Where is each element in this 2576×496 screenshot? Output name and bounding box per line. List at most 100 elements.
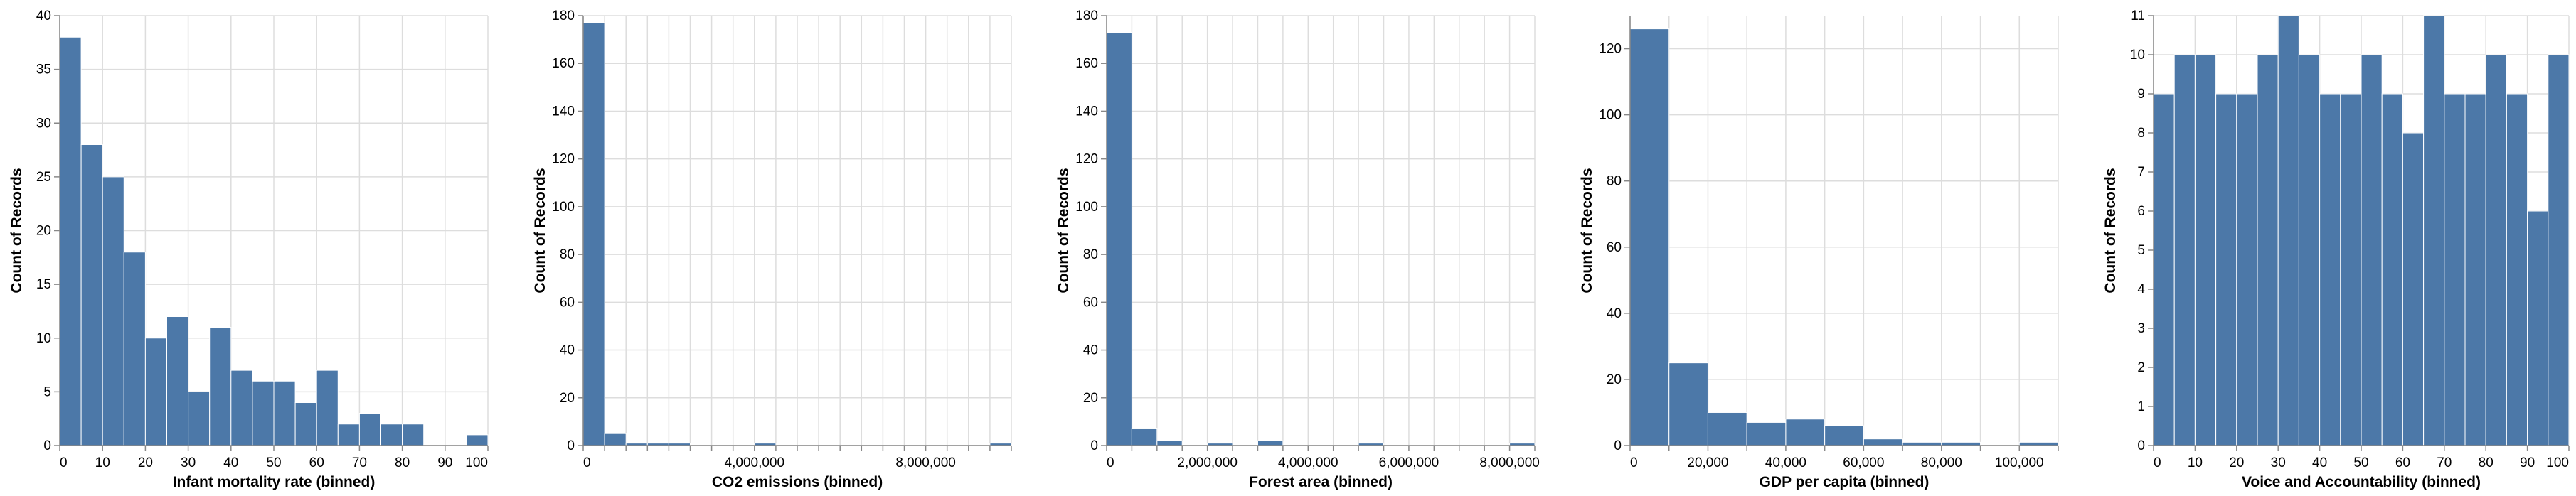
- y-axis-title: Count of Records: [2102, 168, 2119, 293]
- x-tick-label: 40: [2312, 455, 2327, 470]
- x-axis-title: CO2 emissions (binned): [712, 474, 883, 490]
- x-tick-label: 70: [352, 455, 367, 470]
- y-tick-label: 10: [36, 331, 51, 346]
- histogram-bar: [102, 176, 124, 446]
- histogram-bar: [1668, 362, 1708, 446]
- y-tick-label: 140: [1075, 104, 1098, 119]
- x-tick-label: 10: [95, 455, 110, 470]
- x-tick-label: 50: [2353, 455, 2368, 470]
- histogram-bar: [273, 380, 296, 446]
- y-tick-label: 4: [2137, 282, 2145, 297]
- y-tick-label: 6: [2137, 204, 2145, 219]
- x-tick-label: 90: [437, 455, 452, 470]
- histogram-bar: [358, 413, 381, 446]
- histogram-bar: [2548, 54, 2570, 446]
- x-tick-label: 0: [1630, 455, 1638, 470]
- histogram-bar: [1863, 438, 1903, 446]
- histogram-bar: [1785, 419, 1826, 446]
- x-tick-label: 60: [2395, 455, 2410, 470]
- y-tick-label: 8: [2137, 126, 2145, 141]
- histogram-chart: 0 1 2 3 4 5 6 7 8 9 10 11 0 10 20 30 40 50 60 70 80 90 100 Voic…: [2102, 9, 2570, 490]
- y-tick-label: 0: [567, 438, 575, 453]
- histogram-bar: [1746, 421, 1787, 446]
- histogram-chart: 0 20 40 60 80 100 120 140 160 180 0 2,000,000 4,000,…: [1055, 9, 1540, 490]
- histogram-bar: [1131, 428, 1158, 446]
- histogram-bar: [2236, 93, 2258, 446]
- x-tick-label: 20: [138, 455, 153, 470]
- x-tick-label: 100: [2546, 455, 2569, 470]
- y-tick-label: 5: [43, 384, 51, 399]
- histogram-bar: [2194, 54, 2217, 446]
- histogram-chart: 0 20 40 60 80 100 120 0 20,000 40,000 60,000 80,000…: [1579, 16, 2059, 490]
- y-tick-label: 30: [36, 116, 51, 131]
- x-tick-label: 30: [2271, 455, 2286, 470]
- histogram-bar: [1106, 32, 1132, 446]
- x-tick-label: 4,000,000: [725, 455, 785, 470]
- histogram-bar: [2444, 93, 2466, 446]
- y-tick-label: 15: [36, 277, 51, 292]
- histogram-chart: 0 20 40 60 80 100 120 140 160 180 0 4,000,000 8,000,…: [532, 9, 1012, 490]
- histogram-bar: [2402, 132, 2425, 446]
- x-tick-label: 80: [2479, 455, 2493, 470]
- histogram-bar: [2381, 93, 2403, 446]
- histogram-bar: [337, 424, 360, 446]
- y-tick-label: 80: [560, 247, 575, 262]
- y-tick-label: 0: [43, 438, 51, 453]
- histogram-bar: [1156, 440, 1183, 446]
- y-tick-label: 100: [1599, 108, 1622, 123]
- x-tick-label: 60,000: [1843, 455, 1884, 470]
- histogram-bar: [466, 434, 489, 446]
- y-tick-label: 10: [2130, 48, 2145, 63]
- histogram-bar: [316, 370, 339, 446]
- x-tick-label: 0: [2154, 455, 2161, 470]
- histogram-bar: [188, 391, 211, 446]
- y-tick-label: 60: [1607, 240, 1622, 255]
- y-tick-label: 60: [1083, 295, 1098, 310]
- histogram-bar: [2340, 93, 2362, 446]
- y-tick-label: 60: [560, 295, 575, 310]
- histogram-bar: [80, 144, 103, 446]
- y-tick-label: 20: [1607, 372, 1622, 387]
- y-axis-title: Count of Records: [1055, 168, 1072, 293]
- x-axis-title: GDP per capita (binned): [1760, 474, 1930, 490]
- histogram-bar: [209, 327, 232, 446]
- histogram-bar: [1257, 440, 1284, 446]
- histogram-bar: [294, 402, 317, 446]
- histogram-chart: 0 5 10 15 20 25 30 35 40 0 10 20 30 40 50 60 70 80 90 100 In…: [9, 9, 489, 490]
- x-tick-label: 0: [1107, 455, 1114, 470]
- x-tick-label: 0: [583, 455, 591, 470]
- histogram-bar: [2319, 93, 2341, 446]
- x-axis-title: Infant mortality rate (binned): [173, 474, 376, 490]
- histogram-bar: [252, 380, 275, 446]
- y-tick-label: 5: [2137, 243, 2145, 258]
- y-tick-label: 120: [552, 152, 575, 167]
- histogram-bar: [2464, 93, 2486, 446]
- y-tick-label: 3: [2137, 321, 2145, 336]
- x-tick-label: 40: [223, 455, 238, 470]
- histogram-bar: [2361, 54, 2383, 446]
- y-tick-label: 20: [1083, 391, 1098, 406]
- x-tick-label: 100: [465, 455, 488, 470]
- y-tick-label: 11: [2131, 9, 2145, 23]
- x-tick-label: 8,000,000: [1479, 455, 1540, 470]
- x-tick-label: 90: [2520, 455, 2535, 470]
- histogram-bar: [1707, 411, 1747, 446]
- y-tick-label: 25: [36, 170, 51, 185]
- y-tick-label: 160: [552, 56, 575, 71]
- x-tick-label: 6,000,000: [1379, 455, 1439, 470]
- x-axis-title: Voice and Accountability (binned): [2242, 474, 2481, 490]
- y-tick-label: 2: [2137, 360, 2145, 375]
- histogram-bar: [230, 370, 253, 446]
- y-tick-label: 7: [2137, 165, 2145, 180]
- histogram-bar: [402, 424, 425, 446]
- x-tick-label: 4,000,000: [1278, 455, 1338, 470]
- x-tick-label: 100,000: [1995, 455, 2044, 470]
- x-tick-label: 10: [2188, 455, 2203, 470]
- y-tick-label: 0: [1090, 438, 1098, 453]
- x-tick-label: 80,000: [1921, 455, 1962, 470]
- x-tick-label: 8,000,000: [895, 455, 956, 470]
- histogram-bar: [2257, 54, 2279, 446]
- histogram-bar: [2527, 210, 2549, 446]
- x-tick-label: 70: [2437, 455, 2452, 470]
- y-axis-title: Count of Records: [9, 168, 25, 293]
